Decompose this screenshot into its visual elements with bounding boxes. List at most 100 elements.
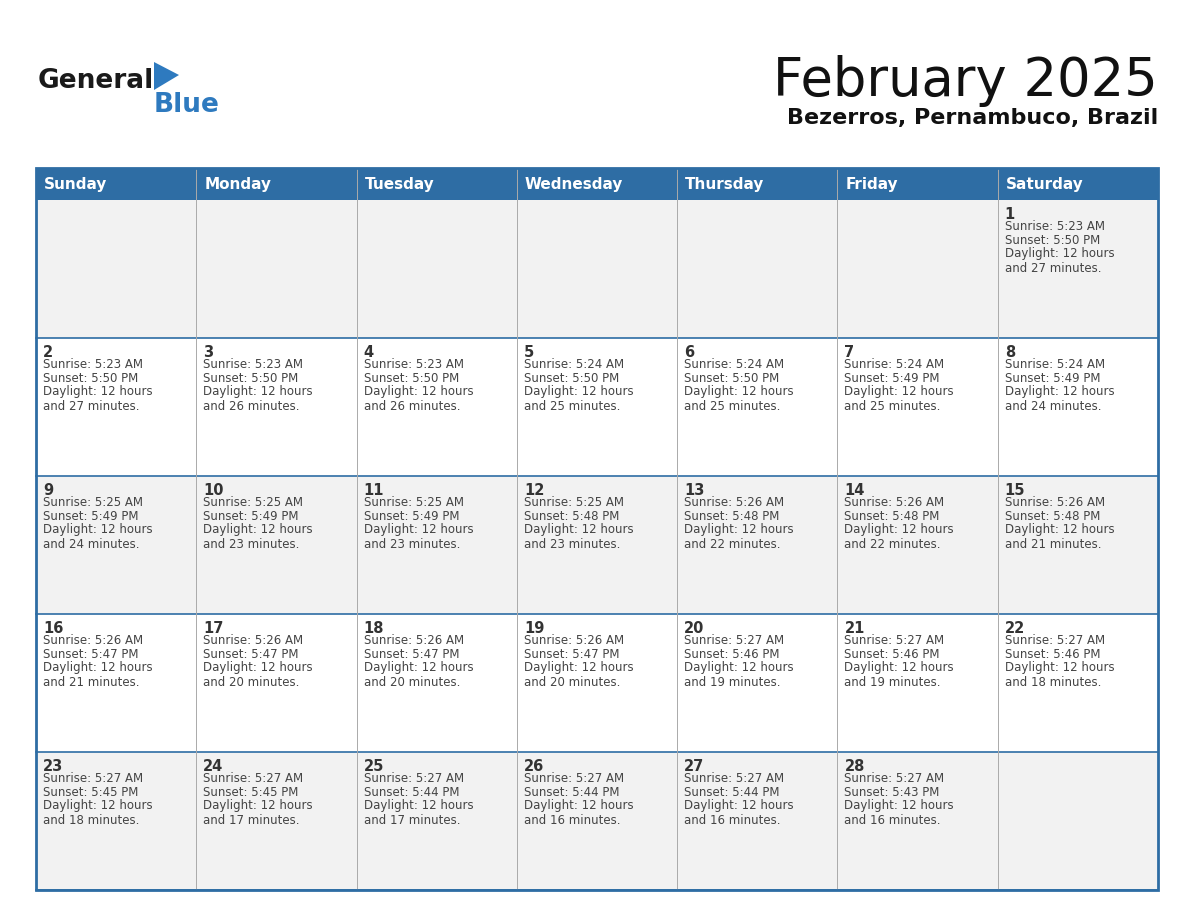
Text: Sunset: 5:49 PM: Sunset: 5:49 PM [1005,372,1100,385]
Text: and 23 minutes.: and 23 minutes. [524,538,620,551]
Text: Saturday: Saturday [1006,176,1083,192]
Bar [356,200,517,338]
Bar [356,338,517,476]
Text: Sunset: 5:50 PM: Sunset: 5:50 PM [524,372,619,385]
Text: and 16 minutes.: and 16 minutes. [684,813,781,826]
Text: Daylight: 12 hours: Daylight: 12 hours [1005,248,1114,261]
Text: Sunset: 5:49 PM: Sunset: 5:49 PM [845,372,940,385]
Text: 19: 19 [524,621,544,636]
Bar [36,338,196,476]
Text: Sunrise: 5:24 AM: Sunrise: 5:24 AM [684,357,784,371]
Text: Sunrise: 5:23 AM: Sunrise: 5:23 AM [203,357,303,371]
Text: Sunrise: 5:26 AM: Sunrise: 5:26 AM [364,633,463,646]
Text: Daylight: 12 hours: Daylight: 12 hours [1005,386,1114,398]
Text: Sunset: 5:47 PM: Sunset: 5:47 PM [43,647,139,660]
Text: Sunset: 5:45 PM: Sunset: 5:45 PM [43,786,138,799]
Text: Daylight: 12 hours: Daylight: 12 hours [845,662,954,675]
Text: and 19 minutes.: and 19 minutes. [845,676,941,688]
Text: Sunset: 5:47 PM: Sunset: 5:47 PM [203,647,299,660]
Text: Sunrise: 5:23 AM: Sunrise: 5:23 AM [364,357,463,371]
Text: Monday: Monday [204,176,271,192]
Text: Sunrise: 5:27 AM: Sunrise: 5:27 AM [845,633,944,646]
Text: Sunrise: 5:27 AM: Sunrise: 5:27 AM [43,771,143,785]
Text: Sunrise: 5:27 AM: Sunrise: 5:27 AM [203,771,303,785]
Text: Sunrise: 5:23 AM: Sunrise: 5:23 AM [1005,219,1105,232]
Text: and 21 minutes.: and 21 minutes. [1005,538,1101,551]
Text: 27: 27 [684,759,704,774]
Bar [36,476,196,614]
Text: Sunset: 5:49 PM: Sunset: 5:49 PM [203,509,299,522]
Text: Daylight: 12 hours: Daylight: 12 hours [43,800,152,812]
Text: February 2025: February 2025 [773,55,1158,107]
Bar [838,614,998,752]
Text: and 19 minutes.: and 19 minutes. [684,676,781,688]
Text: 1: 1 [1005,207,1015,222]
Bar [356,752,517,890]
Bar [998,476,1158,614]
Text: Daylight: 12 hours: Daylight: 12 hours [1005,662,1114,675]
Text: and 22 minutes.: and 22 minutes. [684,538,781,551]
Bar [356,614,517,752]
Text: 8: 8 [1005,345,1015,360]
Bar [677,614,838,752]
Text: 23: 23 [43,759,63,774]
Text: Sunrise: 5:26 AM: Sunrise: 5:26 AM [203,633,303,646]
Text: Daylight: 12 hours: Daylight: 12 hours [203,386,312,398]
Text: Daylight: 12 hours: Daylight: 12 hours [364,523,473,536]
Text: 5: 5 [524,345,535,360]
Bar [196,200,356,338]
Text: 24: 24 [203,759,223,774]
Text: Sunrise: 5:26 AM: Sunrise: 5:26 AM [1005,496,1105,509]
Text: Sunset: 5:46 PM: Sunset: 5:46 PM [845,647,940,660]
Text: Daylight: 12 hours: Daylight: 12 hours [684,386,794,398]
Bar [998,200,1158,338]
Bar [998,338,1158,476]
Text: and 18 minutes.: and 18 minutes. [1005,676,1101,688]
Text: 11: 11 [364,483,384,498]
Text: Sunrise: 5:25 AM: Sunrise: 5:25 AM [203,496,303,509]
Text: 22: 22 [1005,621,1025,636]
Text: and 26 minutes.: and 26 minutes. [364,399,460,412]
Text: Sunset: 5:48 PM: Sunset: 5:48 PM [1005,509,1100,522]
Text: Daylight: 12 hours: Daylight: 12 hours [684,662,794,675]
Text: Sunset: 5:50 PM: Sunset: 5:50 PM [203,372,298,385]
Text: Sunset: 5:47 PM: Sunset: 5:47 PM [524,647,619,660]
Text: and 21 minutes.: and 21 minutes. [43,676,139,688]
Bar [517,476,677,614]
Text: Daylight: 12 hours: Daylight: 12 hours [43,662,152,675]
Text: Sunset: 5:47 PM: Sunset: 5:47 PM [364,647,459,660]
Bar [998,752,1158,890]
Text: Sunset: 5:48 PM: Sunset: 5:48 PM [684,509,779,522]
Text: and 27 minutes.: and 27 minutes. [43,399,139,412]
Text: Daylight: 12 hours: Daylight: 12 hours [684,800,794,812]
Text: Sunrise: 5:26 AM: Sunrise: 5:26 AM [524,633,624,646]
Text: Sunset: 5:50 PM: Sunset: 5:50 PM [364,372,459,385]
Text: Sunset: 5:44 PM: Sunset: 5:44 PM [364,786,459,799]
Text: and 27 minutes.: and 27 minutes. [1005,262,1101,274]
Text: Daylight: 12 hours: Daylight: 12 hours [43,386,152,398]
Text: 14: 14 [845,483,865,498]
Text: and 25 minutes.: and 25 minutes. [845,399,941,412]
Bar [196,476,356,614]
Bar [517,614,677,752]
Text: and 23 minutes.: and 23 minutes. [203,538,299,551]
Text: Sunrise: 5:26 AM: Sunrise: 5:26 AM [845,496,944,509]
Text: 25: 25 [364,759,384,774]
Text: and 20 minutes.: and 20 minutes. [203,676,299,688]
Text: Sunrise: 5:25 AM: Sunrise: 5:25 AM [524,496,624,509]
Text: Daylight: 12 hours: Daylight: 12 hours [524,523,633,536]
Bar [677,200,838,338]
Text: Daylight: 12 hours: Daylight: 12 hours [524,662,633,675]
Text: and 20 minutes.: and 20 minutes. [364,676,460,688]
Text: Sunrise: 5:25 AM: Sunrise: 5:25 AM [43,496,143,509]
Text: and 16 minutes.: and 16 minutes. [845,813,941,826]
Text: 7: 7 [845,345,854,360]
Text: Sunrise: 5:27 AM: Sunrise: 5:27 AM [524,771,624,785]
Bar [677,476,838,614]
Text: 17: 17 [203,621,223,636]
Bar [677,338,838,476]
Text: Wednesday: Wednesday [525,176,624,192]
Text: 6: 6 [684,345,694,360]
Text: Sunset: 5:44 PM: Sunset: 5:44 PM [684,786,779,799]
Bar [356,476,517,614]
